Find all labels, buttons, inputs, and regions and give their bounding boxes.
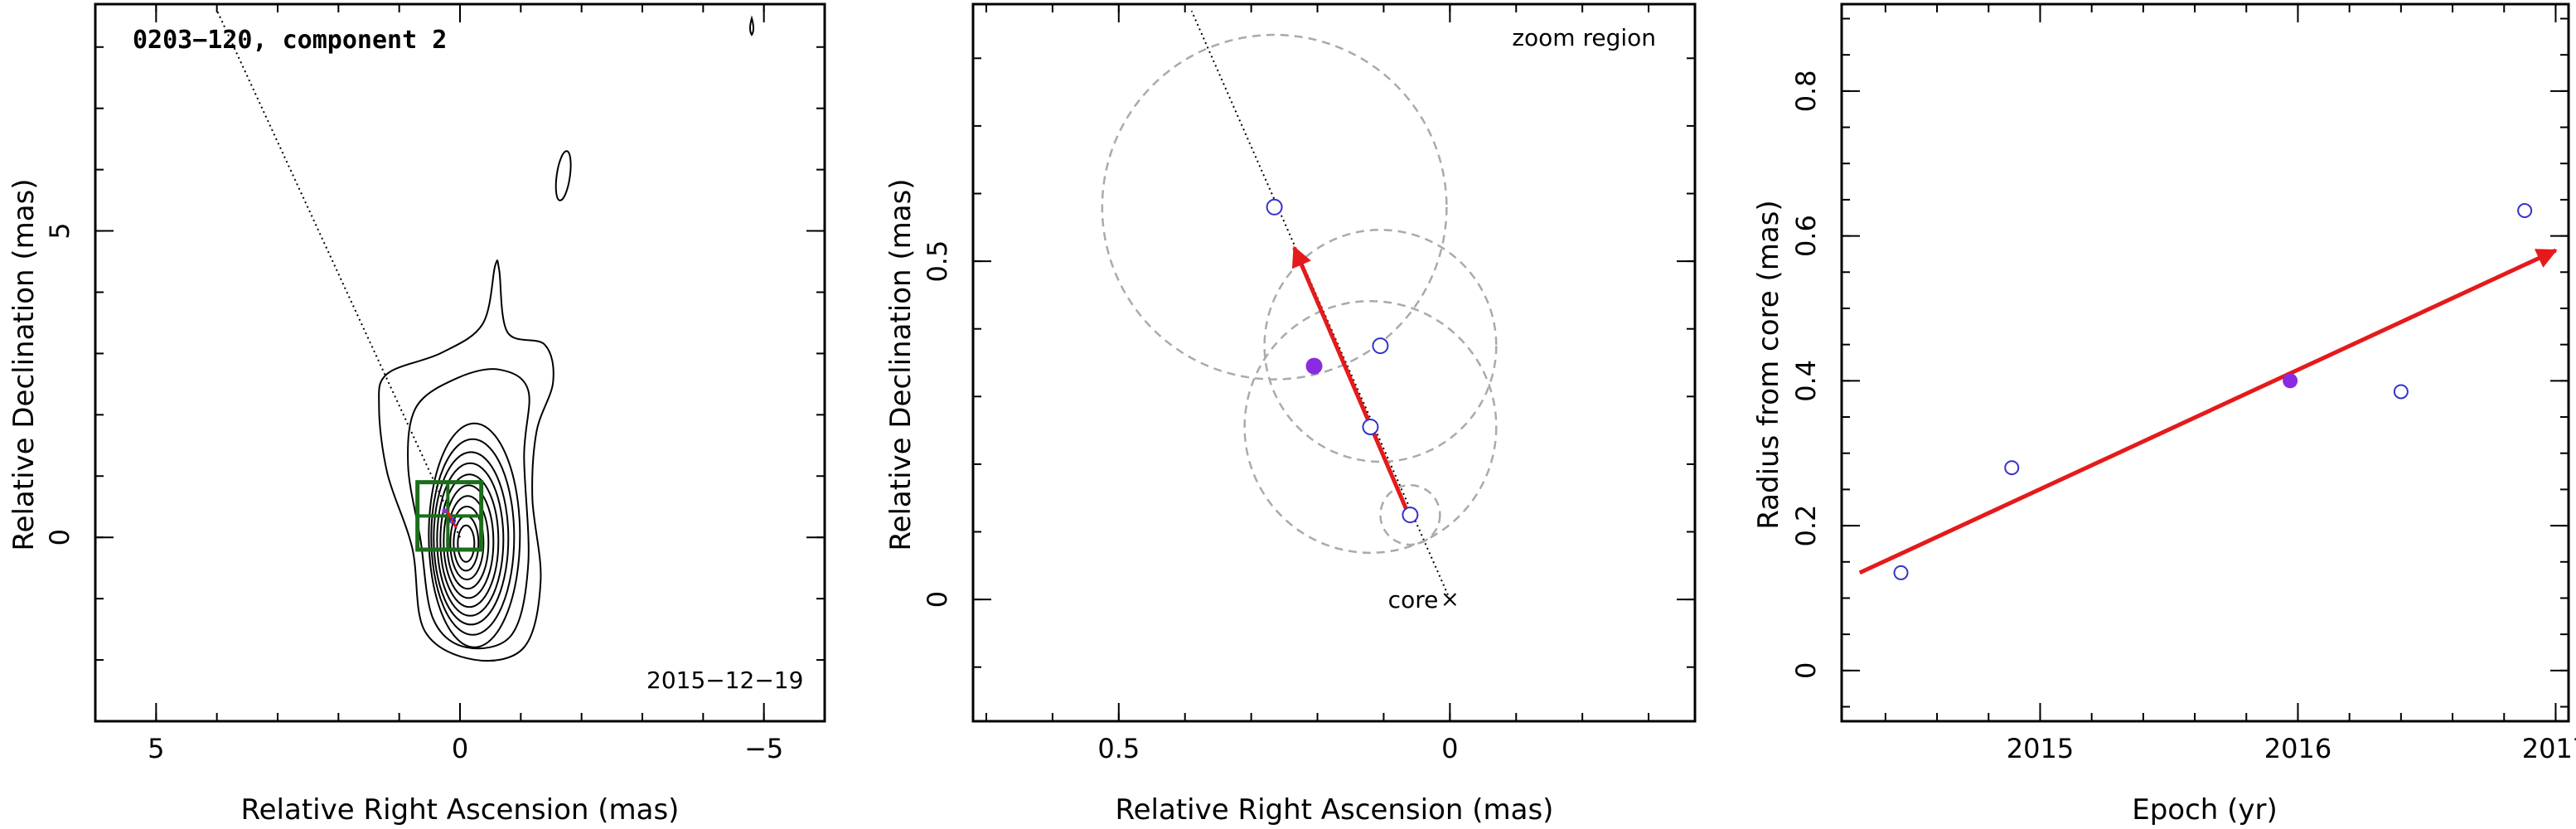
component-point xyxy=(449,517,457,525)
radius-point xyxy=(2004,460,2020,476)
y-tick-label: 0 xyxy=(1790,662,1822,679)
x-tick-label: 0 xyxy=(1441,733,1458,764)
core-label: core xyxy=(1388,586,1439,613)
x-axis-title: Relative Right Ascension (mas) xyxy=(1116,793,1554,827)
y-tick-label: 0.8 xyxy=(1790,70,1822,112)
x-axis-title: Epoch (yr) xyxy=(2132,793,2278,827)
tick-marks xyxy=(94,4,826,722)
contour-set xyxy=(378,150,572,662)
radius-point xyxy=(1893,565,1909,580)
y-tick-label: 0.4 xyxy=(1790,360,1822,402)
component-marker xyxy=(442,508,458,529)
panel-zoom-region: 0.5 0 0 0.5 zoom region core Relative Righ… xyxy=(884,2,1697,827)
y-axis-title: Relative Declination (mas) xyxy=(7,178,41,550)
contour-level xyxy=(430,438,516,636)
core-marker xyxy=(1443,593,1457,606)
motion-arrow xyxy=(1291,245,1412,520)
y-tick-label: 0.5 xyxy=(922,240,953,283)
plot-frame xyxy=(971,2,1697,723)
small-contour-top-right xyxy=(748,17,753,35)
error-circles xyxy=(1101,33,1498,555)
x-tick-label: −5 xyxy=(744,733,783,764)
x-tick-label: 2015 xyxy=(2007,733,2074,764)
plot-frame xyxy=(94,2,826,723)
error-circle xyxy=(1379,483,1441,546)
position-points xyxy=(1266,198,1419,524)
y-tick-label: 0.2 xyxy=(1790,505,1822,547)
y-axis-title: Radius from core (mas) xyxy=(1752,200,1785,529)
radius-point xyxy=(2393,384,2409,400)
panel-contour-map: 5 0 −5 0 5 0203−120, component 2 2015−12−19… xyxy=(7,2,826,827)
tick-marks xyxy=(1842,4,2569,721)
x-tick-label: 5 xyxy=(148,733,164,764)
y-axis-title: Relative Declination (mas) xyxy=(884,178,918,550)
error-circle xyxy=(1263,229,1498,463)
y-tick-label: 0 xyxy=(44,529,75,545)
contour-level xyxy=(433,451,510,626)
y-tick-label: 0 xyxy=(922,591,953,608)
x-tick-label: 0 xyxy=(452,733,468,764)
x-axis-title: Relative Right Ascension (mas) xyxy=(241,793,680,827)
x-tick-label: 2016 xyxy=(2264,733,2331,764)
y-tick-label: 0.6 xyxy=(1790,215,1822,257)
contour-isolated xyxy=(554,150,572,201)
panel-radius-vs-epoch: 2015 2016 2017 0 0.2 0.4 0.6 0.8 Epoch (yr) Ra… xyxy=(1752,2,2576,827)
error-circle xyxy=(1243,299,1498,555)
mean-position-point xyxy=(1305,357,1323,375)
radius-points xyxy=(1893,203,2533,580)
date-label: 2015−12−19 xyxy=(646,667,803,694)
radius-point-filled xyxy=(2283,373,2298,389)
contour-level xyxy=(449,506,485,581)
component-point xyxy=(442,508,448,514)
contour-level xyxy=(436,462,505,617)
core-cross xyxy=(1443,593,1457,606)
contour-level xyxy=(439,473,500,608)
contour-outer xyxy=(378,259,554,662)
contour-level xyxy=(443,484,495,599)
tick-marks xyxy=(973,4,1695,721)
error-circle xyxy=(1101,33,1448,381)
jet-direction-line xyxy=(215,9,461,538)
contour-level xyxy=(457,524,476,563)
y-tick-label: 5 xyxy=(44,222,75,239)
zoom-region-label: zoom region xyxy=(1512,24,1656,51)
fit-arrow xyxy=(1858,248,2558,575)
x-tick-label: 2017 xyxy=(2522,733,2576,764)
position-point xyxy=(1402,507,1419,524)
position-point xyxy=(1372,337,1389,355)
panel-title: 0203−120, component 2 xyxy=(133,26,447,55)
radius-point xyxy=(2517,203,2533,219)
contour-level xyxy=(428,422,521,648)
position-point xyxy=(1266,198,1283,216)
position-point xyxy=(1362,419,1379,436)
x-tick-label: 0.5 xyxy=(1097,733,1140,764)
plot-frame xyxy=(1840,2,2570,723)
